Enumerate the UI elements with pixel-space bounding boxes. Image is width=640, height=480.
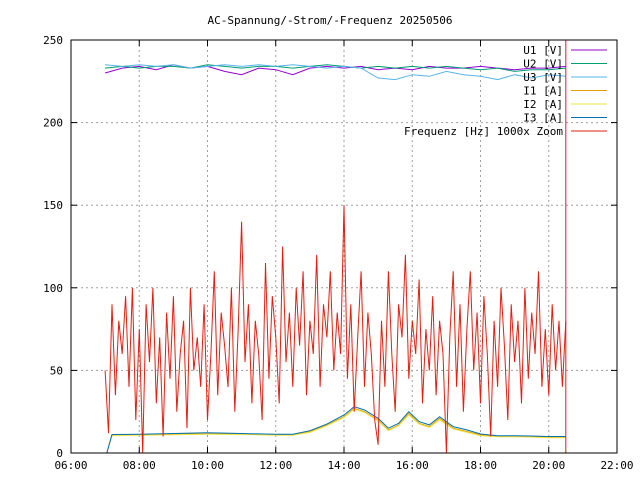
series-line xyxy=(105,64,566,72)
legend-label: I2 [A] xyxy=(523,98,563,111)
x-tick-label: 06:00 xyxy=(54,459,87,472)
series-group xyxy=(104,40,567,454)
y-tick-label: 0 xyxy=(56,447,63,460)
x-tick-label: 22:00 xyxy=(600,459,633,472)
x-tick-label: 12:00 xyxy=(259,459,292,472)
x-tick-label: 20:00 xyxy=(532,459,565,472)
series-line xyxy=(105,64,566,81)
y-tick-label: 200 xyxy=(43,117,63,130)
legend-label: U2 [V] xyxy=(523,58,563,71)
x-tick-label: 18:00 xyxy=(464,459,497,472)
legend-label: Frequenz [Hz] 1000x Zoom xyxy=(404,125,563,138)
x-tick-label: 08:00 xyxy=(123,459,156,472)
series-line xyxy=(106,408,566,454)
series-line xyxy=(106,406,566,454)
legend-label: U1 [V] xyxy=(523,44,563,57)
legend-label: U3 [V] xyxy=(523,71,563,84)
x-tick-label: 10:00 xyxy=(191,459,224,472)
legend: U1 [V]U2 [V]U3 [V]I1 [A]I2 [A]I3 [A]Freq… xyxy=(404,44,607,138)
grid xyxy=(71,40,617,453)
chart-title: AC-Spannung/-Strom/-Frequenz 20250506 xyxy=(207,14,452,27)
legend-label: I3 [A] xyxy=(523,112,563,125)
x-tick-label: 16:00 xyxy=(396,459,429,472)
y-tick-label: 50 xyxy=(50,364,63,377)
y-tick-label: 250 xyxy=(43,34,63,47)
y-tick-label: 150 xyxy=(43,199,63,212)
y-tick-label: 100 xyxy=(43,282,63,295)
series-line xyxy=(104,205,567,454)
x-tick-label: 14:00 xyxy=(327,459,360,472)
axes: 0 50 100 150 200 250 06:00 08:00 10:00 12:00 14:00… xyxy=(43,34,633,472)
legend-label: I1 [A] xyxy=(523,85,563,98)
